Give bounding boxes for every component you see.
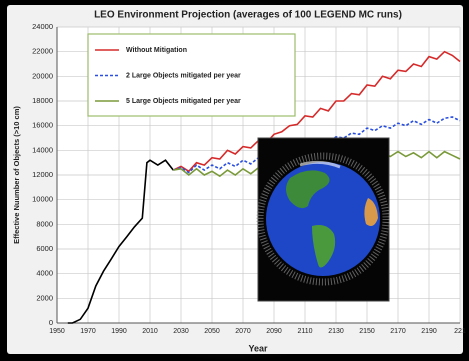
y-tick-label: 10000 bbox=[32, 195, 53, 204]
y-tick-label: 4000 bbox=[36, 269, 53, 278]
legend-box bbox=[87, 33, 296, 117]
x-tick-label: 221 bbox=[454, 328, 466, 335]
x-tick-label: 2030 bbox=[173, 328, 189, 335]
earth-inset bbox=[256, 137, 390, 302]
x-tick-label: 2050 bbox=[204, 328, 220, 335]
x-tick-label: 2090 bbox=[266, 328, 282, 335]
legend: Without Mitigation 2 Large Objects mitiga… bbox=[87, 33, 296, 117]
legend-label: 2 Large Objects mitigated per year bbox=[126, 72, 241, 79]
y-tick-label: 18000 bbox=[32, 96, 53, 105]
land bbox=[364, 198, 378, 226]
y-tick-label: 2000 bbox=[36, 293, 53, 302]
x-tick-label: 1950 bbox=[49, 328, 65, 335]
series-line bbox=[172, 50, 461, 173]
x-tick-label: 2010 bbox=[142, 328, 158, 335]
y-tick-label: 16000 bbox=[32, 121, 53, 130]
x-tick-label: 2070 bbox=[235, 328, 251, 335]
y-tick-label: 20000 bbox=[32, 71, 53, 80]
land bbox=[286, 170, 330, 209]
series-line bbox=[173, 116, 461, 174]
y-tick-label: 6000 bbox=[36, 244, 53, 253]
y-tick-label: 24000 bbox=[32, 22, 53, 31]
x-tick-label: 2170 bbox=[390, 328, 406, 335]
y-tick-label: 14000 bbox=[32, 145, 53, 154]
x-tick-label: 1970 bbox=[80, 328, 96, 335]
land bbox=[312, 225, 336, 268]
y-axis-label: Effective Nuumber of Objects (>10 cm) bbox=[12, 106, 21, 244]
y-tick-label: 22000 bbox=[32, 47, 53, 56]
x-tick-label: 1990 bbox=[111, 328, 127, 335]
series-line bbox=[67, 159, 174, 324]
chart-title: LEO Environment Projection (averages of … bbox=[94, 10, 402, 21]
x-tick-label: 2110 bbox=[297, 328, 312, 335]
x-tick-label: 2150 bbox=[359, 328, 375, 335]
x-tick-label: 2130 bbox=[328, 328, 344, 335]
x-tick-label: 2190 bbox=[421, 328, 437, 335]
x-axis-label: Year bbox=[248, 343, 268, 353]
legend-label: Without Mitigation bbox=[126, 47, 187, 54]
legend-label: 5 Large Objects mitigated per year bbox=[126, 98, 241, 105]
cloud bbox=[299, 160, 341, 169]
y-tick-label: 12000 bbox=[32, 170, 53, 179]
y-tick-label: 0 bbox=[49, 318, 53, 327]
y-tick-label: 8000 bbox=[36, 219, 53, 228]
debris-ring bbox=[256, 152, 390, 286]
